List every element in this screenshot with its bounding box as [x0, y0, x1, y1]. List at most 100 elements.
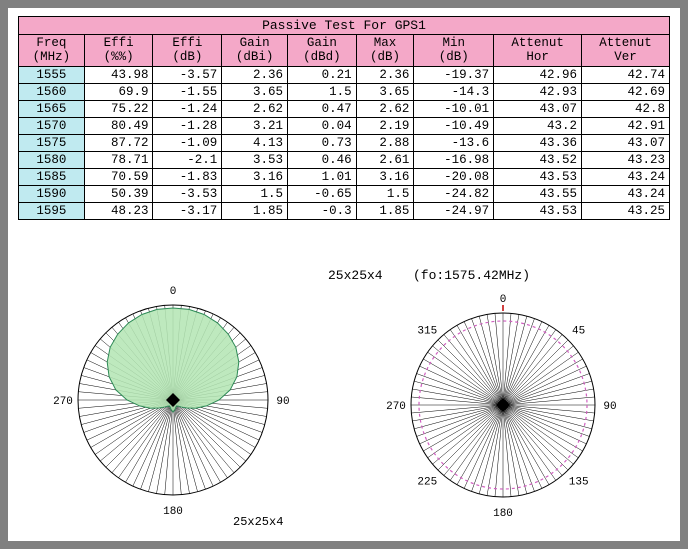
svg-text:0: 0: [500, 294, 507, 306]
data-cell: 1.5: [356, 185, 414, 202]
data-cell: 2.19: [356, 117, 414, 134]
table-header-row: Freq(MHz)Effi(%%)Effi(dB)Gain(dBi)Gain(d…: [19, 35, 670, 67]
freq-cell: 1570: [19, 117, 85, 134]
svg-text:0: 0: [170, 286, 177, 298]
data-cell: 43.07: [494, 100, 582, 117]
data-cell: 2.36: [356, 66, 414, 83]
data-cell: 3.21: [222, 117, 288, 134]
table-row: 155543.98-3.572.360.212.36-19.3742.9642.…: [19, 66, 670, 83]
col-header: Effi(%%): [84, 35, 153, 67]
freq-cell: 1565: [19, 100, 85, 117]
svg-text:270: 270: [53, 396, 73, 408]
data-cell: 42.69: [582, 83, 670, 100]
col-header: Gain(dBi): [222, 35, 288, 67]
data-cell: -1.55: [153, 83, 222, 100]
table-row: 157080.49-1.283.210.042.19-10.4943.242.9…: [19, 117, 670, 134]
data-cell: 0.73: [287, 134, 356, 151]
data-cell: 43.2: [494, 117, 582, 134]
content-area: Passive Test For GPS1 Freq(MHz)Effi(%%)E…: [8, 8, 680, 228]
table-row: 159050.39-3.531.5-0.651.5-24.8243.5543.2…: [19, 185, 670, 202]
table-row: 157587.72-1.094.130.732.88-13.643.3643.0…: [19, 134, 670, 151]
freq-cell: 1590: [19, 185, 85, 202]
svg-text:270: 270: [386, 401, 406, 413]
freq-cell: 1555: [19, 66, 85, 83]
data-cell: 75.22: [84, 100, 153, 117]
data-cell: -1.28: [153, 117, 222, 134]
freq-cell: 1580: [19, 151, 85, 168]
svg-text:180: 180: [493, 508, 513, 520]
data-cell: -1.24: [153, 100, 222, 117]
data-cell: 48.23: [84, 202, 153, 219]
table-row: 156575.22-1.242.620.472.62-10.0143.0742.…: [19, 100, 670, 117]
table-row: 159548.23-3.171.85-0.31.85-24.9743.5343.…: [19, 202, 670, 219]
outer-frame: Passive Test For GPS1 Freq(MHz)Effi(%%)E…: [0, 0, 688, 549]
col-header: Max(dB): [356, 35, 414, 67]
data-cell: 43.07: [582, 134, 670, 151]
data-cell: 43.53: [494, 202, 582, 219]
data-cell: 43.55: [494, 185, 582, 202]
data-cell: 1.5: [287, 83, 356, 100]
data-cell: 1.85: [356, 202, 414, 219]
data-cell: 3.65: [222, 83, 288, 100]
data-cell: 0.47: [287, 100, 356, 117]
data-cell: -16.98: [414, 151, 494, 168]
data-cell: -3.53: [153, 185, 222, 202]
col-header: AttenutVer: [582, 35, 670, 67]
svg-text:45: 45: [572, 325, 585, 337]
data-cell: -1.83: [153, 168, 222, 185]
data-cell: 42.91: [582, 117, 670, 134]
table-body: 155543.98-3.572.360.212.36-19.3742.9642.…: [19, 66, 670, 219]
svg-text:225: 225: [417, 477, 437, 489]
data-cell: 87.72: [84, 134, 153, 151]
data-cell: 50.39: [84, 185, 153, 202]
data-cell: 42.96: [494, 66, 582, 83]
polar-chart-left: 09018027025x25x4: [18, 270, 328, 540]
data-cell: -13.6: [414, 134, 494, 151]
data-cell: 2.88: [356, 134, 414, 151]
data-cell: 43.25: [582, 202, 670, 219]
data-cell: 2.62: [356, 100, 414, 117]
table-row: 158078.71-2.13.530.462.61-16.9843.5243.2…: [19, 151, 670, 168]
data-cell: 43.36: [494, 134, 582, 151]
svg-text:315: 315: [417, 325, 437, 337]
data-cell: -3.57: [153, 66, 222, 83]
data-cell: 1.5: [222, 185, 288, 202]
data-cell: 43.23: [582, 151, 670, 168]
charts-area: 25x25x4 (fo:1575.42MHz) 09018027025x25x4…: [8, 270, 680, 550]
svg-text:90: 90: [276, 396, 289, 408]
data-cell: 70.59: [84, 168, 153, 185]
data-cell: 1.85: [222, 202, 288, 219]
data-cell: -3.17: [153, 202, 222, 219]
svg-text:135: 135: [569, 477, 589, 489]
data-cell: 43.52: [494, 151, 582, 168]
table-row: 156069.9-1.553.651.53.65-14.342.9342.69: [19, 83, 670, 100]
data-cell: -14.3: [414, 83, 494, 100]
data-cell: -1.09: [153, 134, 222, 151]
data-cell: -19.37: [414, 66, 494, 83]
freq-cell: 1585: [19, 168, 85, 185]
data-cell: 0.46: [287, 151, 356, 168]
data-cell: 3.16: [222, 168, 288, 185]
freq-cell: 1560: [19, 83, 85, 100]
data-cell: 43.53: [494, 168, 582, 185]
data-cell: 78.71: [84, 151, 153, 168]
data-cell: 1.01: [287, 168, 356, 185]
data-cell: 2.62: [222, 100, 288, 117]
data-cell: 0.04: [287, 117, 356, 134]
table-row: 158570.59-1.833.161.013.16-20.0843.5343.…: [19, 168, 670, 185]
freq-cell: 1575: [19, 134, 85, 151]
data-cell: 42.8: [582, 100, 670, 117]
data-cell: 43.24: [582, 168, 670, 185]
data-cell: 80.49: [84, 117, 153, 134]
data-cell: 69.9: [84, 83, 153, 100]
data-cell: -10.01: [414, 100, 494, 117]
data-cell: -2.1: [153, 151, 222, 168]
data-cell: -10.49: [414, 117, 494, 134]
data-cell: 2.36: [222, 66, 288, 83]
data-cell: -20.08: [414, 168, 494, 185]
col-header: Gain(dBd): [287, 35, 356, 67]
data-cell: 3.16: [356, 168, 414, 185]
passive-test-table: Passive Test For GPS1 Freq(MHz)Effi(%%)E…: [18, 16, 670, 220]
data-cell: 42.93: [494, 83, 582, 100]
svg-text:25x25x4: 25x25x4: [233, 515, 283, 529]
